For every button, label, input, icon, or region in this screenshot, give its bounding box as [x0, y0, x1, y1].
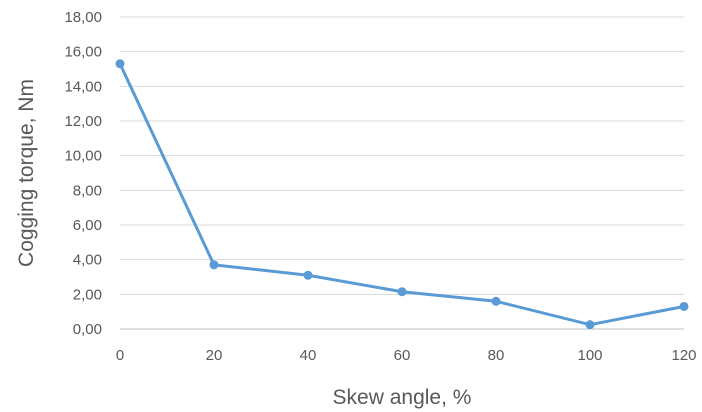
x-tick-label: 0: [116, 347, 124, 364]
gridlines: [120, 16, 684, 295]
y-tick-label: 12,00: [64, 113, 102, 130]
x-axis-title: Skew angle, %: [333, 386, 472, 409]
data-point: [585, 320, 595, 330]
y-tick-label: 4,00: [73, 252, 102, 269]
x-tick-label: 60: [394, 347, 411, 364]
y-tick-label: 2,00: [73, 286, 102, 303]
x-tick-label: 20: [206, 347, 223, 364]
x-tick-label: 40: [300, 347, 317, 364]
data-point: [115, 59, 125, 69]
data-point: [679, 301, 689, 311]
data-point: [397, 287, 407, 297]
series-layer: [115, 59, 689, 330]
series-line: [118, 63, 685, 327]
x-tick-labels: 0 20 40 60 80 100 120: [116, 347, 697, 364]
y-tick-label: 6,00: [73, 217, 102, 234]
y-tick-label: 14,00: [64, 78, 102, 95]
x-tick-label: 100: [577, 347, 602, 364]
y-tick-label: 8,00: [73, 182, 102, 199]
y-tick-label: 18,00: [64, 9, 102, 26]
y-tick-label: 16,00: [64, 44, 102, 61]
y-tick-labels: 0,00 2,00 4,00 6,00 8,00 10,00 12,00 14,00 16,00…: [64, 9, 102, 338]
y-axis-title: Cogging torque, Nm: [15, 79, 38, 267]
data-point: [209, 260, 219, 270]
x-tick-label: 120: [671, 347, 696, 364]
data-point: [491, 296, 501, 306]
y-tick-label: 0,00: [73, 321, 102, 338]
y-tick-label: 10,00: [64, 148, 102, 165]
x-tick-label: 80: [488, 347, 505, 364]
data-point: [303, 270, 313, 280]
